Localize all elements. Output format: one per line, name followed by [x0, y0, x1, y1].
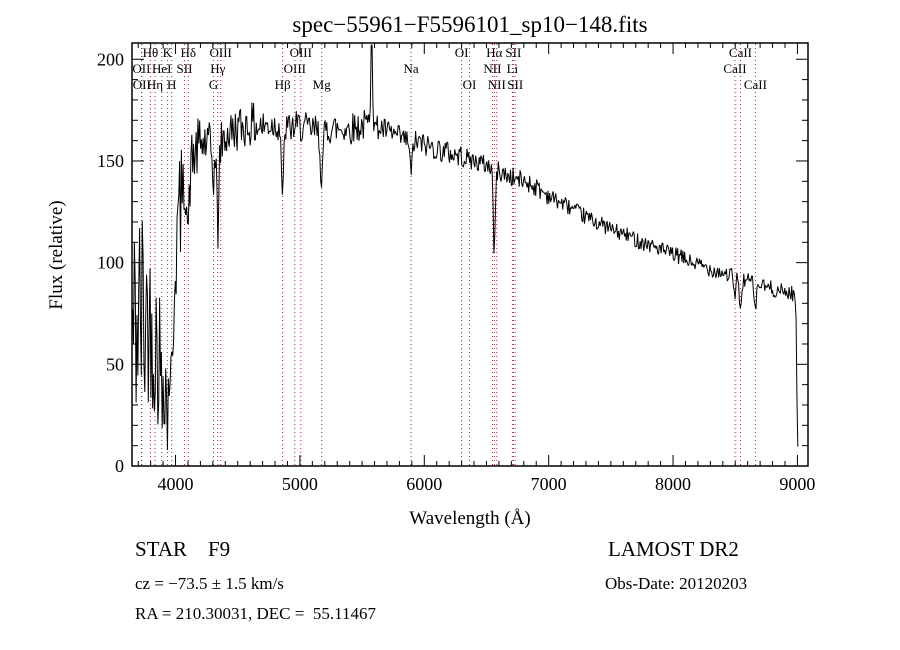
spectral-line-label: G — [209, 77, 218, 92]
spectral-line-label: Hη — [147, 77, 163, 92]
spectral-line-label: Hβ — [275, 77, 291, 92]
x-axis-label: Wavelength (Å) — [409, 508, 530, 529]
x-tick-label: 5000 — [282, 474, 318, 494]
x-tick-label: 6000 — [406, 474, 442, 494]
spectral-line-label: Mg — [313, 77, 332, 92]
x-tick-label: 4000 — [158, 474, 194, 494]
spectral-line-label: CaII — [723, 61, 746, 76]
y-tick-label: 200 — [97, 49, 124, 69]
spectral-line-label: SII — [177, 61, 193, 76]
chart-title: spec−55961−F5596101_sp10−148.fits — [292, 12, 647, 37]
spectral-line-label: Li — [507, 61, 519, 76]
spectral-line-label: HeI — [152, 61, 172, 76]
x-tick-label: 9000 — [779, 474, 815, 494]
spectral-line-label: OII — [132, 61, 150, 76]
plot-area: OIIOIIHθHηHeIKHSIIHδGHγOIIIHβOIIIOIIIMgN… — [97, 42, 815, 494]
spectral-line-label: SII — [507, 77, 523, 92]
spectral-line-label: Hδ — [180, 45, 196, 60]
spectral-line-label: OIII — [290, 45, 312, 60]
spectral-line-label: CaII — [729, 45, 752, 60]
annotation-cz: cz = −73.5 ± 1.5 km/s — [135, 574, 284, 593]
x-tick-label: 8000 — [655, 474, 691, 494]
y-tick-label: 50 — [106, 354, 124, 374]
plot-frame — [131, 42, 809, 467]
spectral-line-label: Hγ — [210, 61, 225, 76]
spectral-line-label: OII — [133, 77, 151, 92]
spectral-line-label: OIII — [284, 61, 306, 76]
annotation-survey: LAMOST DR2 — [608, 537, 739, 561]
spectral-line-label: Hθ — [143, 45, 159, 60]
spectral-line-label: CaII — [744, 77, 767, 92]
spectral-line-label: NII — [483, 61, 501, 76]
spectral-line-label: Hα — [486, 45, 502, 60]
y-axis-label: Flux (relative) — [46, 200, 67, 309]
spectral-line-label: OI — [455, 45, 469, 60]
spectral-line-label: NII — [488, 77, 506, 92]
spectrum-trace — [132, 44, 799, 451]
spectral-line-label: OIII — [209, 45, 231, 60]
spectral-line-label: Na — [404, 61, 419, 76]
spectral-line-label: OI — [463, 77, 477, 92]
annotation-radec: RA = 210.30031, DEC = 55.11467 — [135, 604, 376, 623]
spectral-line-label: SII — [505, 45, 521, 60]
annotation-obs-date: Obs-Date: 20120203 — [605, 574, 748, 593]
y-tick-label: 0 — [115, 456, 124, 476]
annotation-object-class: STAR F9 — [135, 537, 231, 561]
spectral-line-label: K — [163, 45, 173, 60]
spectral-line-label: H — [167, 77, 176, 92]
y-tick-label: 150 — [97, 151, 124, 171]
y-tick-label: 100 — [97, 253, 124, 273]
x-tick-label: 7000 — [531, 474, 567, 494]
